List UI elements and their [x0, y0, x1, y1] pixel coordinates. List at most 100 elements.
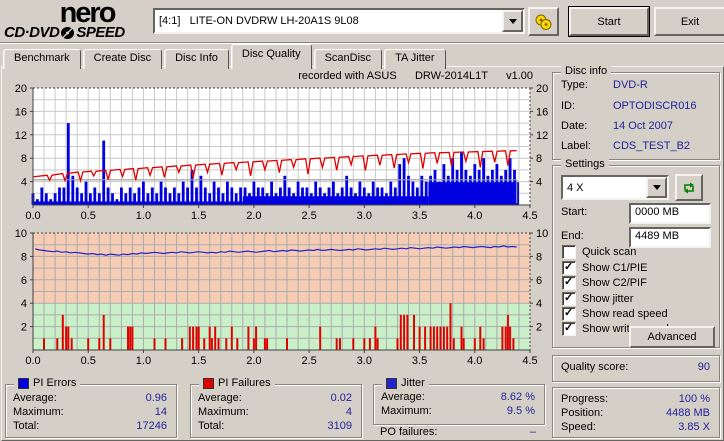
nero-logo: nero CD·DVD SPEED — [4, 0, 152, 41]
speed-value: 3.85 X — [678, 421, 710, 433]
tab-scandisc[interactable]: ScanDisc — [313, 49, 383, 69]
start-position-field[interactable]: 0000 MB — [629, 203, 711, 224]
pi-errors-chart: 4 4 8 8 12 12 16 16 20 20 0.0 0.5 1.0 1.5 2.0 2.5 3.0 3.5… — [15, 83, 548, 222]
refresh-icon — [684, 182, 694, 193]
po-failures-label: PO failures: — [380, 426, 438, 438]
svg-text:6: 6 — [536, 275, 542, 287]
checkbox-show-jitter[interactable]: ✓ Show jitter — [562, 292, 634, 306]
svg-text:2.5: 2.5 — [301, 210, 316, 222]
svg-text:3.5: 3.5 — [412, 355, 427, 367]
po-failures-row: PO failures: – — [380, 426, 536, 438]
svg-text:4: 4 — [21, 298, 27, 310]
advanced-button[interactable]: Advanced — [629, 326, 715, 348]
pi-failures-total: 3109 — [327, 420, 352, 432]
scan-speed-dropdown-button[interactable] — [646, 177, 667, 198]
svg-text:1.0: 1.0 — [136, 355, 151, 367]
tab-disc-info[interactable]: Disc Info — [164, 49, 229, 69]
svg-text:4: 4 — [21, 177, 27, 189]
eject-disc-button[interactable] — [528, 7, 559, 36]
svg-text:20: 20 — [536, 83, 548, 95]
svg-text:8: 8 — [21, 153, 27, 165]
quality-score-value: 90 — [697, 361, 710, 373]
svg-text:3.5: 3.5 — [412, 210, 427, 222]
disc-id: OPTODISCR016 — [613, 100, 697, 112]
checkbox-show-read-speed[interactable]: ✓ Show read speed — [562, 307, 668, 321]
settings-title: Settings — [565, 158, 605, 170]
disc-label: CDS_TEST_B2 — [613, 140, 691, 152]
svg-text:10: 10 — [536, 228, 548, 240]
svg-text:3.0: 3.0 — [357, 210, 372, 222]
pi-failures-average: 0.02 — [330, 392, 352, 404]
disc-icon — [61, 27, 75, 39]
checkbox-quick-scan[interactable]: ✓Quick scan — [562, 245, 636, 259]
svg-text:20: 20 — [15, 83, 27, 95]
svg-text:3.0: 3.0 — [357, 355, 372, 367]
tab-benchmark[interactable]: Benchmark — [3, 49, 81, 69]
svg-text:2.0: 2.0 — [246, 355, 261, 367]
tab-disc-quality[interactable]: Disc Quality — [230, 44, 312, 69]
checkbox-show-c1-pie[interactable]: ✓ Show C1/PIE — [562, 261, 648, 275]
svg-text:4.0: 4.0 — [467, 355, 482, 367]
recorded-with-label: recorded with ASUS DRW-2014L1T v1.00 — [298, 70, 533, 82]
svg-text:4: 4 — [536, 298, 542, 310]
svg-text:0.0: 0.0 — [25, 210, 40, 222]
position-value: 4488 MB — [665, 407, 710, 419]
cd-dvd-speed-wordmark: CD·DVD SPEED — [4, 24, 125, 41]
checkbox-show-c2-pif[interactable]: ✓ Show C2/PIF — [562, 276, 647, 290]
progress-value: 100 % — [678, 393, 710, 405]
settings-box: Settings 4 X Start: 0000 MB End: 4489 MB… — [552, 158, 720, 348]
disc-info-title: Disc info — [565, 65, 608, 77]
svg-text:16: 16 — [536, 106, 548, 118]
jitter-maximum: 9.5 % — [506, 405, 535, 417]
drive-selector-dropdown-button[interactable] — [502, 10, 523, 32]
chevron-down-icon — [652, 185, 661, 190]
pi-errors-box: PI Errors Average: 0.96 Maximum: 14 Tota… — [5, 377, 177, 438]
scan-speed-value: 4 X — [567, 181, 584, 194]
svg-text:0.0: 0.0 — [25, 355, 40, 367]
scan-speed-select[interactable]: 4 X — [561, 175, 669, 200]
disc-info-box: Disc info Type: DVD-R ID: OPTODISCR016 D… — [552, 65, 720, 160]
refresh-speeds-button[interactable] — [675, 174, 703, 201]
pi-errors-average: 0.96 — [145, 392, 167, 404]
svg-text:2.5: 2.5 — [301, 355, 316, 367]
tab-ta-jitter[interactable]: TA Jitter — [384, 49, 446, 69]
po-failures-value: – — [529, 426, 536, 438]
jitter-average: 8.62 % — [500, 391, 535, 403]
svg-text:4.5: 4.5 — [522, 355, 537, 367]
svg-text:8: 8 — [21, 251, 27, 263]
svg-text:0.5: 0.5 — [81, 210, 96, 222]
drive-selector[interactable]: [4:1] LITE-ON DVDRW LH-20A1S 9L08 — [153, 8, 525, 34]
pi-failures-legend-label: PI Failures — [218, 377, 271, 389]
pi-errors-legend-label: PI Errors — [33, 377, 77, 389]
header-divider — [0, 42, 724, 44]
disc-type: DVD-R — [613, 79, 648, 91]
svg-text:2: 2 — [21, 322, 27, 334]
disc-date: 14 Oct 2007 — [613, 120, 673, 132]
progress-box: Progress: 100 % Position: 4488 MB Speed:… — [552, 387, 720, 438]
jitter-box: Jitter Average: 8.62 % Maximum: 9.5 % — [373, 377, 545, 425]
exit-button[interactable]: Exit — [654, 7, 724, 36]
svg-text:0.5: 0.5 — [81, 355, 96, 367]
svg-text:2: 2 — [536, 322, 542, 334]
quality-score-box: Quality score: 90 — [552, 355, 720, 382]
svg-text:12: 12 — [15, 130, 27, 142]
nero-wordmark: nero — [59, 0, 117, 29]
svg-text:8: 8 — [536, 153, 542, 165]
svg-text:8: 8 — [536, 251, 542, 263]
svg-text:10: 10 — [15, 228, 27, 240]
pi-errors-legend-swatch — [18, 377, 29, 389]
svg-text:6: 6 — [21, 275, 27, 287]
pi-failures-legend-swatch — [203, 377, 214, 389]
start-button[interactable]: Start — [569, 7, 649, 36]
svg-text:1.0: 1.0 — [136, 210, 151, 222]
tab-create-disc[interactable]: Create Disc — [82, 49, 163, 69]
tab-bar: Benchmark Create Disc Disc Info Disc Qua… — [3, 44, 448, 69]
end-position-field[interactable]: 4489 MB — [629, 227, 711, 248]
discs-icon — [535, 14, 552, 30]
svg-text:4.0: 4.0 — [467, 210, 482, 222]
chevron-down-icon — [508, 18, 517, 24]
svg-text:4: 4 — [536, 177, 542, 189]
svg-text:16: 16 — [15, 106, 27, 118]
jitter-legend-label: Jitter — [401, 377, 425, 389]
svg-text:1.5: 1.5 — [191, 210, 206, 222]
